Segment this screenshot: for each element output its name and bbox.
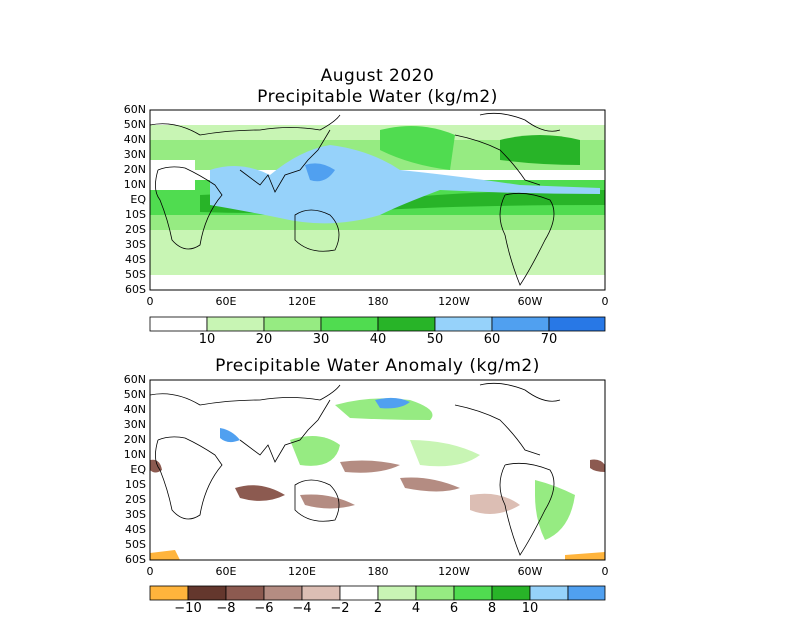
bottom-lat-10n: 10N	[123, 448, 146, 461]
bottom-lat-40s: 40S	[125, 523, 146, 536]
bottom-lon-120e: 120E	[288, 565, 316, 578]
pw-cbar-label-40: 40	[369, 332, 387, 347]
top-lat-eq: EQ	[130, 193, 146, 206]
bottom-lon-180: 180	[367, 565, 389, 578]
bottom-lon-0-end: 0	[601, 565, 609, 578]
bottom-lon-60w: 60W	[517, 565, 543, 578]
anomaly-map	[149, 379, 606, 561]
bottom-lon-60e: 60E	[215, 565, 237, 578]
top-lat-50s: 50S	[125, 268, 146, 281]
bottom-lat-50s: 50S	[125, 538, 146, 551]
bottom-lat-60n: 60N	[123, 373, 146, 386]
pw-map	[149, 109, 606, 291]
top-lon-60w: 60W	[517, 295, 543, 308]
top-lat-10s: 10S	[125, 208, 146, 221]
top-lat-30n: 30N	[123, 148, 146, 161]
top-lon-120w: 120W	[438, 295, 470, 308]
anom-cbar-label-4: 4	[411, 601, 421, 616]
pw-cbar-label-60: 60	[483, 332, 501, 347]
pw-cbar-label-20: 20	[255, 332, 273, 347]
anomaly-colorbar	[149, 585, 606, 601]
bottom-lon-0: 0	[146, 565, 154, 578]
bottom-lat-20s: 20S	[125, 493, 146, 506]
top-lon-120e: 120E	[288, 295, 316, 308]
bottom-lat-30n: 30N	[123, 418, 146, 431]
pw-cbar-label-70: 70	[540, 332, 558, 347]
bottom-lat-50n: 50N	[123, 388, 146, 401]
top-lon-0: 0	[146, 295, 154, 308]
top-lat-20s: 20S	[125, 223, 146, 236]
anom-cbar-label-10: 10	[521, 601, 539, 616]
anom-cbar-label-8: 8	[487, 601, 497, 616]
top-lat-50n: 50N	[123, 118, 146, 131]
map-title-date: August 2020	[320, 66, 435, 86]
anom-cbar-label-m6: −6	[254, 601, 274, 616]
top-lat-20n: 20N	[123, 163, 146, 176]
top-lat-40s: 40S	[125, 253, 146, 266]
pw-cbar-label-50: 50	[426, 332, 444, 347]
anom-cbar-label-m8: −8	[216, 601, 236, 616]
bottom-lat-eq: EQ	[130, 463, 146, 476]
top-lat-60n: 60N	[123, 103, 146, 116]
bottom-lat-60s: 60S	[125, 553, 146, 566]
top-lat-30s: 30S	[125, 238, 146, 251]
map-title-anomaly: Precipitable Water Anomaly (kg/m2)	[215, 356, 540, 376]
top-lon-0-end: 0	[601, 295, 609, 308]
top-lon-180: 180	[367, 295, 389, 308]
anom-cbar-label-2: 2	[373, 601, 383, 616]
bottom-lat-10s: 10S	[125, 478, 146, 491]
top-lat-60s: 60S	[125, 283, 146, 296]
bottom-lat-20n: 20N	[123, 433, 146, 446]
map-title-pw: Precipitable Water (kg/m2)	[257, 87, 498, 107]
pw-cbar-label-10: 10	[198, 332, 216, 347]
top-lon-60e: 60E	[215, 295, 237, 308]
pw-colorbar	[149, 316, 606, 332]
top-lat-10n: 10N	[123, 178, 146, 191]
anom-cbar-label-m4: −4	[292, 601, 312, 616]
anom-cbar-label-6: 6	[449, 601, 459, 616]
pw-cbar-label-30: 30	[312, 332, 330, 347]
anom-cbar-label-m2: −2	[330, 601, 350, 616]
bottom-lon-120w: 120W	[438, 565, 470, 578]
bottom-lat-30s: 30S	[125, 508, 146, 521]
bottom-lat-40n: 40N	[123, 403, 146, 416]
anom-cbar-label-m10: −10	[174, 601, 202, 616]
top-lat-40n: 40N	[123, 133, 146, 146]
